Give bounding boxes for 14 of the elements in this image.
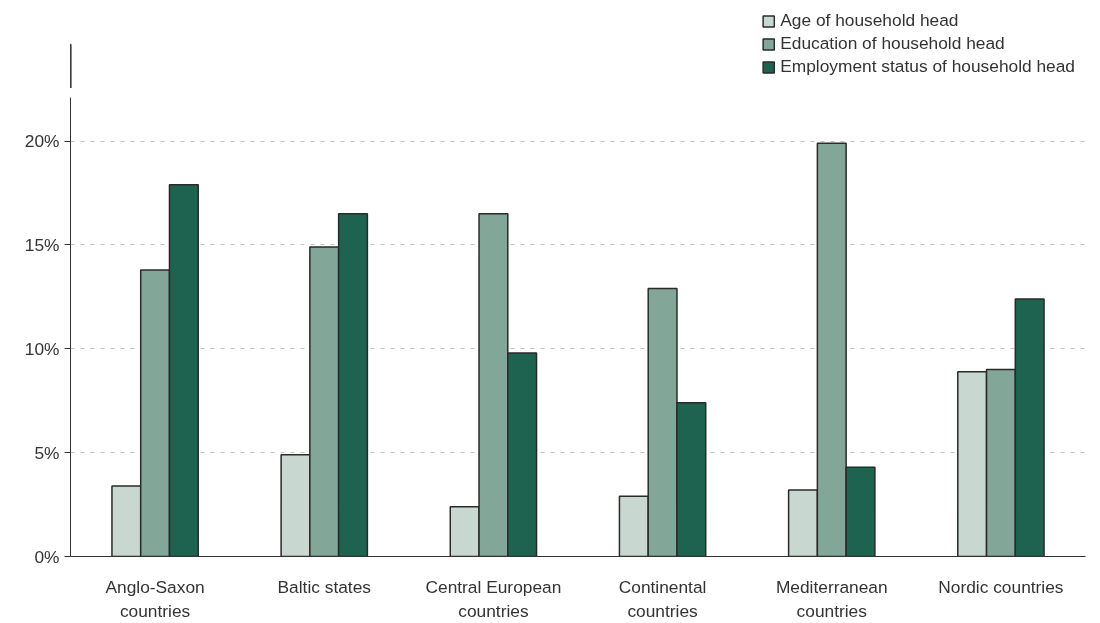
x-tick-label: Anglo-Saxon countries [105, 576, 205, 621]
legend-label: Education of household head [780, 33, 1005, 54]
x-tick-label: Baltic states [277, 576, 372, 597]
y-tick-label: 15% [24, 234, 60, 255]
y-tick-label: 10% [24, 338, 60, 359]
legend-label: Employment status of household head [780, 56, 1075, 77]
x-tick-label: Central European countries [425, 576, 562, 621]
y-tick-label: 0% [34, 546, 60, 567]
y-tick-label: 5% [34, 442, 60, 463]
y-tick-label: 20% [24, 131, 60, 152]
x-tick-label: Continental countries [618, 576, 707, 621]
x-tick-label: Nordic countries [938, 576, 1064, 597]
x-tick-label: Mediterranean countries [775, 576, 888, 621]
legend-label: Age of household head [780, 10, 959, 31]
